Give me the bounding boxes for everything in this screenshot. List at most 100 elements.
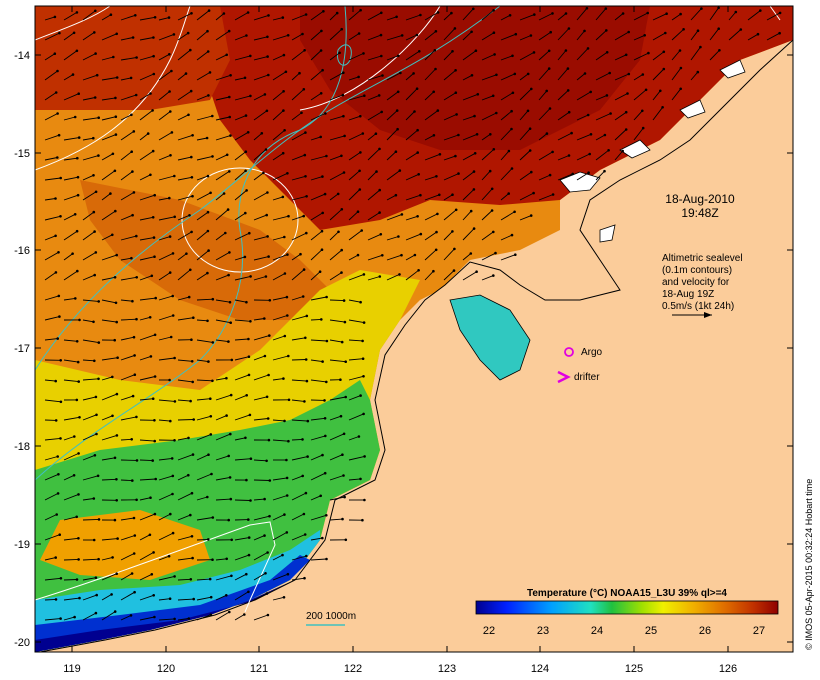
velocity-arrow-head	[567, 27, 571, 30]
velocity-arrow	[405, 152, 418, 161]
velocity-arrow	[139, 73, 154, 81]
velocity-arrow-head	[190, 176, 194, 179]
velocity-arrow	[633, 34, 645, 41]
velocity-arrow	[291, 154, 305, 161]
velocity-arrow	[709, 49, 720, 61]
velocity-arrow-head	[491, 94, 495, 98]
velocity-arrow-head	[342, 114, 345, 118]
velocity-arrow-head	[187, 295, 191, 299]
velocity-arrow	[253, 535, 265, 541]
velocity-arrow	[329, 518, 343, 521]
velocity-arrow-head	[490, 209, 494, 212]
velocity-arrow	[329, 94, 344, 101]
velocity-arrow	[63, 436, 75, 441]
velocity-arrow-head	[325, 295, 328, 299]
velocity-arrow-head	[378, 211, 381, 214]
velocity-arrow	[424, 270, 434, 281]
velocity-arrow-head	[359, 300, 362, 304]
velocity-arrow-head	[209, 613, 213, 617]
velocity-arrow-head	[362, 52, 365, 55]
velocity-arrow-head	[362, 375, 365, 378]
velocity-arrow-head	[59, 176, 62, 180]
velocity-arrow	[120, 336, 135, 341]
velocity-arrow-head	[151, 397, 155, 401]
velocity-arrow-head	[359, 8, 362, 12]
velocity-arrow	[329, 272, 342, 281]
velocity-arrow-head	[343, 134, 346, 138]
velocity-arrow-head	[488, 169, 492, 173]
velocity-arrow	[177, 535, 193, 541]
velocity-arrow	[348, 478, 361, 481]
velocity-arrow-head	[419, 13, 422, 17]
velocity-arrow-head	[225, 414, 228, 417]
velocity-arrow-head	[170, 131, 174, 134]
velocity-arrow-head	[566, 89, 570, 92]
velocity-arrow	[291, 175, 306, 181]
velocity-arrow	[310, 417, 326, 421]
velocity-arrow	[101, 170, 116, 181]
velocity-arrow	[234, 499, 251, 501]
velocity-arrow-head	[451, 193, 454, 196]
velocity-arrow-head	[58, 315, 61, 318]
velocity-arrow-head	[205, 136, 209, 140]
velocity-arrow-head	[413, 253, 417, 257]
velocity-arrow	[310, 176, 323, 181]
velocity-arrow	[44, 379, 56, 382]
velocity-arrow	[82, 274, 95, 281]
velocity-arrow	[348, 299, 361, 303]
velocity-arrow	[139, 513, 156, 521]
velocity-arrow	[424, 110, 439, 121]
velocity-arrow-head	[621, 149, 624, 153]
velocity-arrow	[405, 34, 418, 41]
velocity-arrow-head	[583, 29, 586, 33]
velocity-arrow-head	[244, 150, 248, 153]
velocity-arrow-head	[434, 30, 438, 33]
velocity-arrow-head	[433, 49, 437, 52]
velocity-arrow	[196, 30, 208, 41]
velocity-arrow-head	[57, 251, 60, 254]
velocity-arrow-head	[168, 597, 172, 600]
velocity-arrow-head	[514, 32, 518, 36]
velocity-arrow	[196, 272, 208, 281]
velocity-arrow	[690, 8, 702, 21]
velocity-arrow-head	[662, 50, 666, 54]
velocity-arrow-head	[260, 132, 264, 135]
velocity-arrow	[462, 253, 472, 261]
velocity-arrow	[424, 49, 436, 61]
velocity-arrow	[291, 195, 307, 201]
velocity-arrow	[215, 135, 231, 141]
velocity-arrow	[272, 296, 287, 301]
velocity-arrow-head	[247, 590, 250, 594]
velocity-arrow-head	[662, 67, 666, 71]
velocity-arrow	[234, 356, 250, 361]
velocity-arrow	[101, 573, 117, 581]
velocity-arrow-head	[114, 133, 118, 136]
velocity-arrow	[329, 193, 339, 201]
velocity-arrow	[538, 68, 550, 81]
velocity-arrow	[348, 152, 361, 161]
velocity-arrow	[766, 32, 780, 41]
velocity-arrow-head	[132, 191, 136, 194]
velocity-arrow-head	[244, 169, 247, 173]
velocity-arrow	[424, 153, 441, 161]
velocity-arrow	[519, 35, 532, 41]
velocity-arrow	[272, 495, 288, 501]
velocity-arrow-head	[57, 473, 60, 476]
velocity-arrow-head	[209, 415, 213, 418]
velocity-arrow-head	[189, 89, 193, 93]
velocity-arrow	[215, 498, 231, 501]
velocity-arrow-head	[264, 148, 268, 151]
velocity-arrow-head	[225, 594, 228, 597]
velocity-arrow	[44, 316, 60, 321]
velocity-arrow	[158, 493, 173, 501]
velocity-arrow-head	[335, 11, 339, 15]
velocity-arrow-head	[94, 576, 98, 579]
velocity-arrow-head	[247, 518, 250, 521]
velocity-arrow-head	[281, 16, 285, 19]
velocity-arrow-head	[356, 253, 360, 257]
velocity-arrow	[291, 399, 305, 402]
velocity-arrow	[481, 275, 494, 281]
velocity-arrow-head	[586, 113, 590, 117]
velocity-arrow-head	[359, 394, 362, 397]
velocity-arrow-head	[286, 34, 290, 37]
